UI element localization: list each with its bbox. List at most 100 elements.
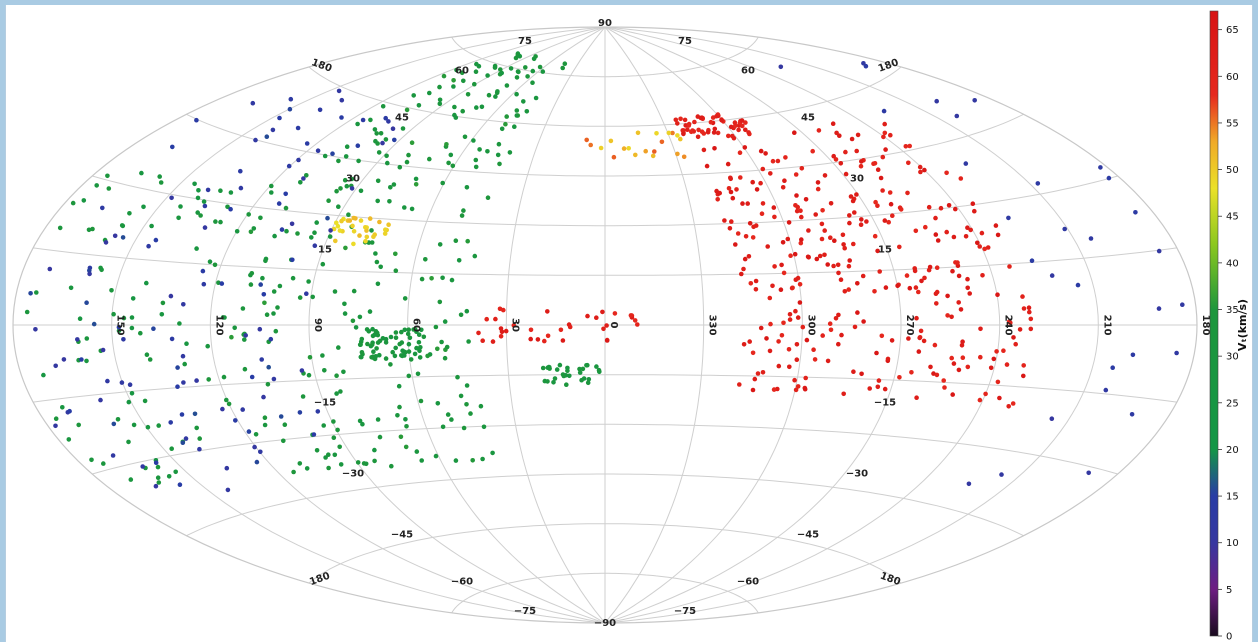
- star-point: [535, 337, 541, 342]
- star-point: [437, 101, 443, 107]
- edge-longitude-label: 180: [308, 571, 331, 588]
- star-point: [1062, 226, 1067, 232]
- star-point: [1049, 273, 1055, 278]
- star-point: [386, 119, 391, 124]
- star-point: [87, 268, 92, 273]
- star-point: [459, 70, 465, 76]
- star-point: [680, 128, 685, 133]
- star-point: [495, 152, 501, 158]
- star-point: [437, 299, 443, 305]
- star-point: [100, 347, 106, 353]
- star-point: [953, 206, 958, 212]
- star-point: [388, 362, 393, 367]
- star-point: [594, 364, 599, 369]
- star-point: [736, 127, 741, 133]
- star-point: [282, 422, 288, 428]
- star-point: [792, 130, 797, 135]
- star-point: [768, 321, 773, 327]
- latitude-label: 30: [346, 173, 360, 184]
- star-point: [168, 293, 174, 299]
- star-point: [854, 192, 859, 197]
- star-point: [805, 254, 811, 260]
- latitude-label: 90: [598, 18, 612, 29]
- star-point: [1075, 282, 1081, 288]
- star-point: [913, 285, 919, 290]
- star-point: [944, 170, 949, 176]
- star-point: [875, 167, 881, 172]
- star-point: [452, 104, 457, 110]
- star-point: [400, 126, 406, 131]
- star-point: [416, 332, 422, 338]
- star-point: [472, 81, 477, 87]
- star-point: [1020, 294, 1025, 299]
- star-point: [946, 203, 952, 208]
- star-point: [437, 97, 443, 103]
- star-point: [922, 167, 927, 173]
- star-point: [767, 295, 773, 301]
- star-point: [355, 121, 360, 127]
- star-point: [357, 314, 363, 320]
- star-point: [735, 231, 741, 236]
- star-point: [423, 257, 428, 262]
- star-point: [914, 315, 919, 321]
- star-point: [1011, 335, 1016, 340]
- star-point: [779, 262, 784, 268]
- star-point: [264, 134, 270, 139]
- star-point: [232, 325, 237, 331]
- star-point: [848, 194, 854, 199]
- star-point: [219, 281, 225, 286]
- longitude-line: [604, 26, 705, 624]
- star-point: [855, 132, 861, 138]
- longitude-line: [604, 26, 1099, 624]
- star-point: [86, 227, 92, 233]
- star-point: [496, 141, 502, 147]
- star-point: [393, 335, 399, 341]
- star-point: [972, 208, 977, 214]
- star-point: [552, 376, 558, 381]
- star-point: [771, 205, 777, 210]
- star-point: [337, 228, 343, 233]
- star-point: [1029, 258, 1035, 263]
- star-point: [942, 385, 947, 390]
- star-point: [100, 205, 105, 211]
- star-point: [119, 380, 125, 385]
- star-point: [270, 127, 276, 133]
- star-point: [965, 225, 970, 230]
- star-point: [533, 54, 538, 59]
- star-point: [414, 345, 419, 351]
- star-point: [261, 292, 267, 297]
- star-point: [417, 355, 423, 360]
- star-point: [175, 384, 180, 390]
- star-point: [792, 377, 797, 383]
- star-point: [965, 364, 971, 370]
- latitude-label: −60: [451, 576, 473, 587]
- star-point: [1156, 248, 1162, 254]
- star-point: [978, 354, 983, 360]
- star-point: [916, 289, 921, 295]
- star-point: [269, 183, 274, 189]
- star-point: [279, 227, 285, 232]
- star-point: [799, 214, 804, 220]
- star-point: [511, 323, 517, 328]
- star-point: [75, 337, 80, 342]
- star-point: [1021, 306, 1027, 311]
- star-point: [492, 63, 498, 69]
- star-point: [722, 218, 727, 223]
- star-point: [339, 218, 344, 224]
- star-point: [675, 151, 680, 157]
- star-point: [47, 266, 53, 272]
- star-point: [750, 235, 756, 240]
- star-point: [304, 173, 309, 178]
- star-point: [156, 423, 161, 428]
- star-point: [704, 163, 710, 169]
- star-point: [418, 345, 423, 350]
- star-point: [558, 327, 564, 333]
- star-point: [495, 89, 500, 94]
- star-point: [771, 387, 777, 392]
- star-point: [498, 334, 504, 339]
- star-point: [897, 375, 902, 380]
- star-point: [291, 469, 296, 475]
- star-point: [461, 78, 466, 84]
- star-point: [111, 421, 117, 427]
- star-point: [806, 228, 811, 233]
